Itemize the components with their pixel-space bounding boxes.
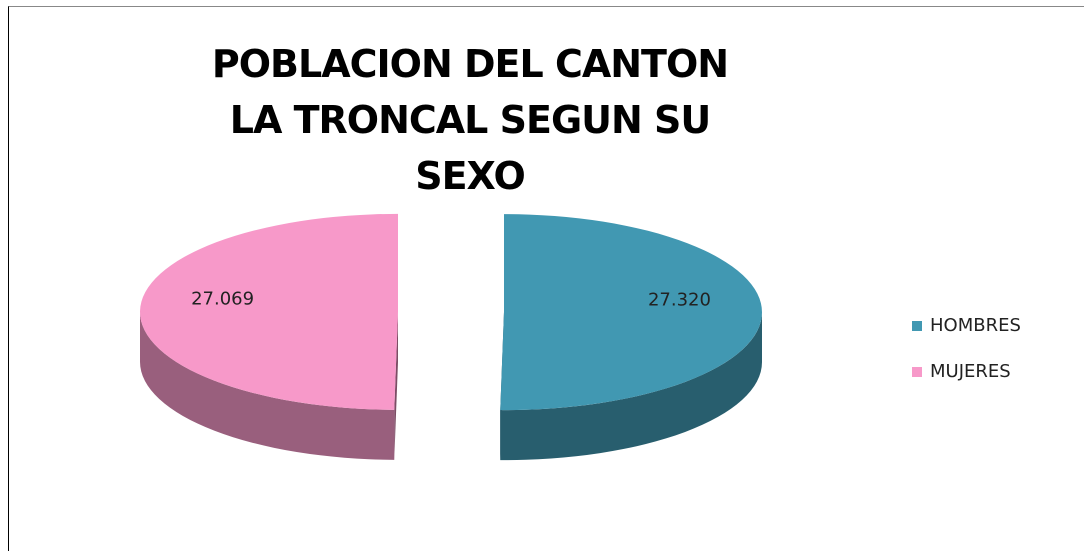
slice-top — [140, 213, 399, 410]
slice-top — [500, 214, 762, 411]
chart-frame — [8, 6, 1084, 551]
data-label: 27.069 — [191, 288, 254, 309]
pie-slice — [500, 214, 762, 461]
legend-label: MUJERES — [930, 361, 1011, 382]
slice-cut-face — [394, 311, 399, 460]
legend-label: HOMBRES — [930, 315, 1021, 336]
legend-swatch — [912, 367, 922, 377]
pie-slice — [140, 213, 399, 460]
legend-swatch — [912, 321, 922, 331]
chart-title: POBLACION DEL CANTON LA TRONCAL SEGUN SU… — [211, 42, 729, 198]
slice-side — [500, 312, 762, 461]
data-label: 27.320 — [648, 290, 711, 311]
slice-side — [140, 311, 395, 460]
